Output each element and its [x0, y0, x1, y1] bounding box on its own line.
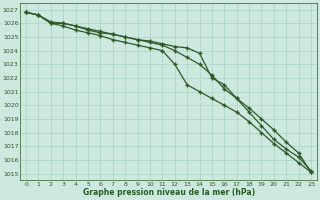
X-axis label: Graphe pression niveau de la mer (hPa): Graphe pression niveau de la mer (hPa): [83, 188, 255, 197]
